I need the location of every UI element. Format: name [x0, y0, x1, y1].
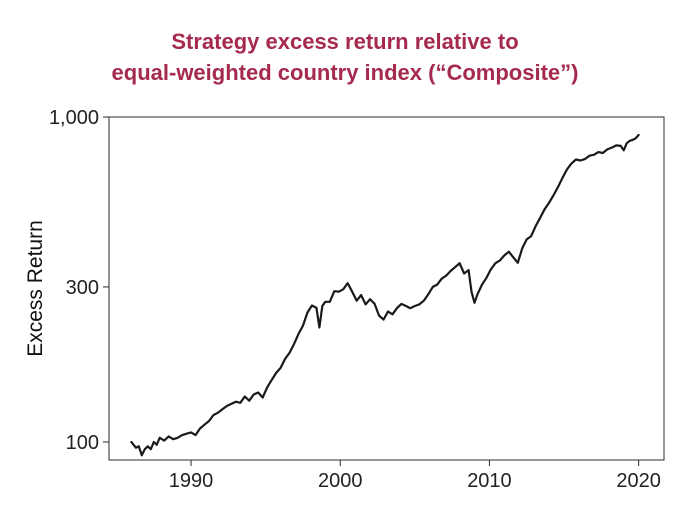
x-tick-label: 1990	[169, 470, 214, 492]
y-tick-label: 1,000	[49, 107, 99, 129]
x-tick-label: 2000	[318, 470, 363, 492]
chart-title-line-1: Strategy excess return relative to	[171, 29, 519, 54]
y-tick-label: 300	[66, 277, 99, 299]
y-axis-title: Excess Return	[24, 220, 47, 357]
plot-frame	[108, 116, 665, 461]
y-axis: 100 300 1,000	[49, 107, 109, 454]
x-tick-label: 2010	[467, 470, 512, 492]
series-group	[130, 133, 640, 457]
chart-title-line-2: equal-weighted country index (“Composite…	[111, 60, 579, 85]
excess-return-line	[130, 133, 640, 457]
x-axis: 1990 2000 2010 2020	[169, 460, 661, 492]
x-tick-label: 2020	[616, 470, 661, 492]
chart-title: Strategy excess return relative to equal…	[0, 26, 690, 88]
y-tick-label: 100	[66, 432, 99, 454]
